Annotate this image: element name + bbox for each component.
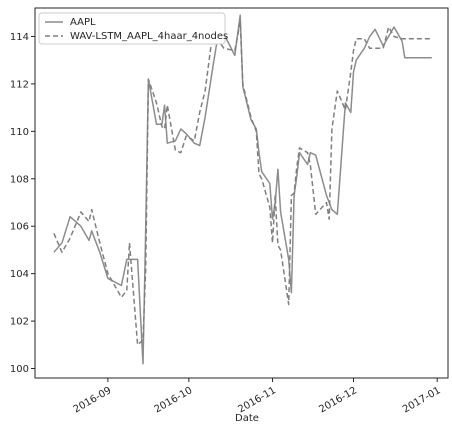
series-line-wav-lstm: [53, 21, 432, 346]
x-axis-label: Date: [235, 413, 259, 424]
y-tick-label: 106: [10, 222, 29, 233]
plot-frame: [34, 7, 449, 379]
x-axis-ticks: 2016-09 2016-10 2016-11 2016-12 2017-01: [72, 378, 443, 415]
axes-layer: [34, 7, 449, 379]
x-tick-label: 2016-09: [72, 385, 114, 415]
y-tick-label: 110: [10, 127, 29, 138]
series-line-aapl: [53, 14, 432, 365]
y-axis-ticks: 100 102 104 106 108 110 112 114: [10, 32, 35, 375]
legend: AAPL WAV-LSTM_AAPL_4haar_4nodes: [38, 12, 228, 45]
legend-box: [38, 12, 226, 45]
y-tick-label: 102: [10, 317, 29, 328]
y-tick-label: 108: [10, 174, 29, 185]
y-tick-label: 104: [10, 269, 29, 280]
legend-label-wav-lstm: WAV-LSTM_AAPL_4haar_4nodes: [70, 31, 228, 42]
x-tick-label: 2017-01: [401, 385, 443, 415]
y-tick-label: 114: [10, 32, 29, 43]
x-tick-label: 2016-12: [317, 385, 359, 415]
x-tick-label: 2016-10: [153, 385, 195, 415]
y-tick-label: 112: [10, 79, 29, 90]
series-layer: [53, 14, 432, 365]
x-tick-label: 2016-11: [236, 385, 278, 415]
y-tick-label: 100: [10, 364, 29, 375]
legend-label-aapl: AAPL: [70, 17, 96, 28]
